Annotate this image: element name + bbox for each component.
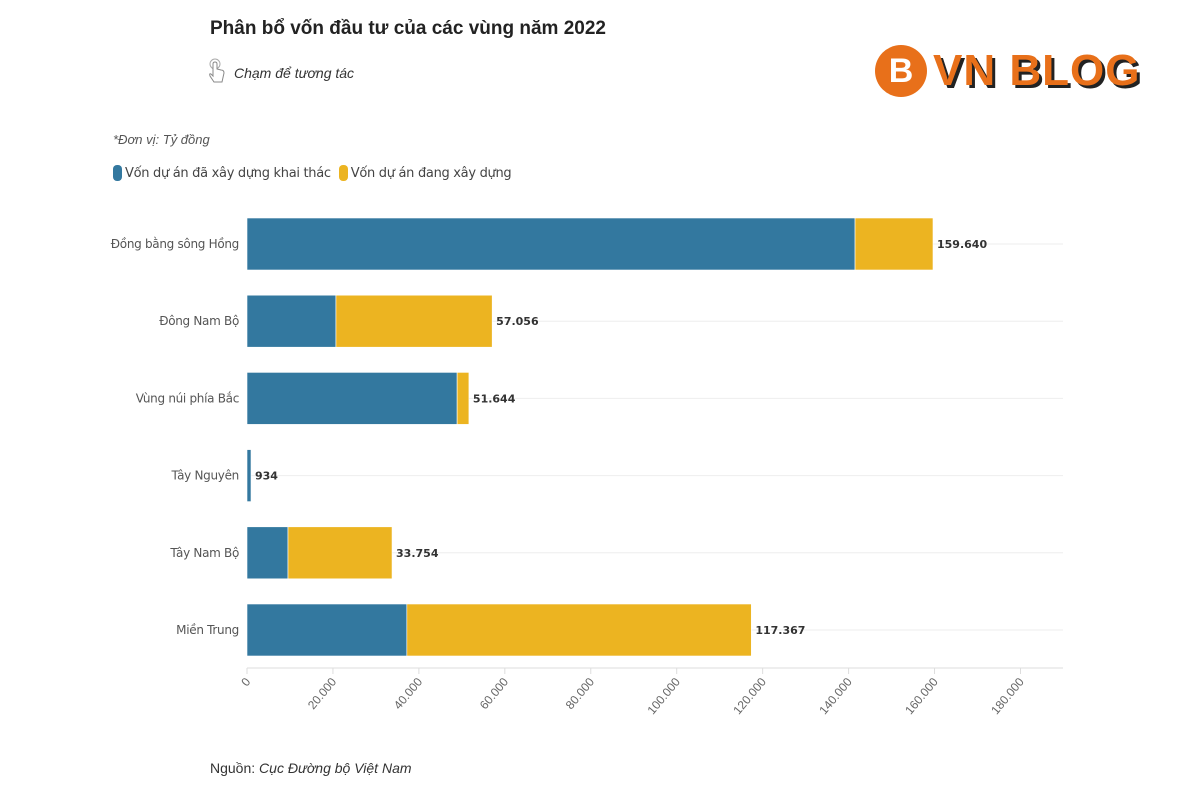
x-tick-label: 40.000 — [391, 675, 426, 712]
total-label: 33.754 — [396, 547, 439, 560]
x-tick-label: 140.000 — [816, 675, 855, 717]
blogger-icon: B — [875, 45, 927, 97]
bar-segment-completed[interactable] — [246, 372, 458, 425]
chart-title: Phân bổ vốn đầu tư của các vùng năm 2022 — [210, 18, 606, 39]
bar-segment-in-progress[interactable] — [287, 526, 393, 580]
bar-segment-completed[interactable] — [246, 217, 856, 271]
category-label: Tây Nguyên — [171, 469, 240, 483]
x-tick-label: 0 — [238, 675, 253, 689]
bar-segment-completed[interactable] — [246, 449, 252, 502]
logo-text: VN BLOG — [933, 46, 1141, 95]
hint-text: Chạm để tương tác — [234, 64, 355, 81]
interaction-hint: Chạm để tương tác — [208, 58, 354, 87]
legend-swatch — [338, 165, 348, 181]
category-label: Đông Nam Bộ — [159, 314, 239, 328]
x-tick-label: 180.000 — [988, 675, 1027, 717]
vn-blog-logo: B VN BLOG — [875, 45, 1140, 97]
legend-swatch — [113, 165, 122, 181]
x-tick-label: 20.000 — [305, 675, 340, 712]
bar-segment-in-progress[interactable] — [854, 217, 934, 271]
x-tick-label: 80.000 — [563, 675, 598, 712]
category-label: Miền Trung — [176, 623, 239, 637]
hand-pointer-icon — [208, 58, 226, 87]
total-label: 51.644 — [473, 392, 516, 405]
total-label: 159.640 — [937, 238, 987, 251]
total-label: 117.367 — [755, 624, 805, 637]
category-label: Tây Nam Bộ — [169, 546, 239, 560]
x-tick-label: 120.000 — [730, 675, 769, 717]
legend-item-completed[interactable]: Vốn dự án đã xây dựng khai thác — [113, 165, 331, 181]
bar-segment-in-progress[interactable] — [406, 603, 752, 657]
bar-segment-completed[interactable] — [246, 294, 337, 348]
x-tick-label: 160.000 — [902, 675, 941, 717]
bar-segment-in-progress[interactable] — [335, 294, 493, 348]
total-label: 57.056 — [496, 315, 539, 328]
bar-segment-completed[interactable] — [246, 526, 289, 580]
legend-label: Vốn dự án đang xây dựng — [350, 165, 512, 181]
legend-item-in-progress[interactable]: Vốn dự án đang xây dựng — [338, 165, 512, 181]
bar-segment-in-progress[interactable] — [456, 372, 470, 425]
legend-label: Vốn dự án đã xây dựng khai thác — [125, 165, 331, 181]
category-label: Vùng núi phía Bắc — [136, 391, 239, 405]
legend: Vốn dự án đã xây dựng khai thác Vốn dự á… — [113, 165, 512, 181]
source-note: Nguồn: Cục Đường bộ Việt Nam — [210, 760, 412, 776]
bar-segment-completed[interactable] — [246, 603, 408, 657]
category-label: Đồng bằng sông Hồng — [111, 237, 239, 251]
unit-note: *Đơn vị: Tỷ đồng — [113, 132, 210, 147]
x-tick-label: 100.000 — [644, 675, 683, 717]
total-label: 934 — [255, 470, 278, 483]
x-tick-label: 60.000 — [477, 675, 512, 712]
